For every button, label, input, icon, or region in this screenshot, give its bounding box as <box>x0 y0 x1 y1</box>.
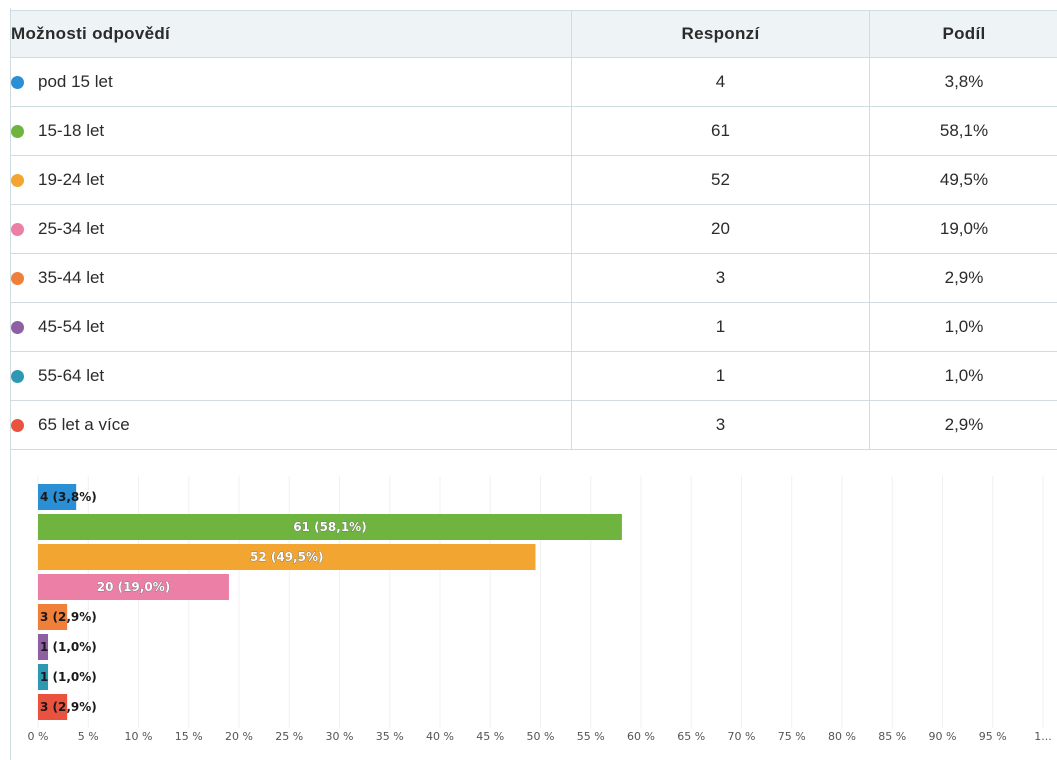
bar-data-label: 3 (2,9%) <box>40 700 97 714</box>
bar-pod-15-let <box>38 484 77 510</box>
x-tick-label: 40 % <box>426 730 454 743</box>
option-label: 15-18 let <box>38 121 105 140</box>
bar-data-label: 52 (49,5%) <box>250 550 323 564</box>
bar-chart: 4 (3,8%) 61 (58,1%) 52 (49,5%) 20 (19,0%) 3 … <box>0 458 1057 760</box>
x-tick-label: 15 % <box>175 730 203 743</box>
option-label: 25-34 let <box>38 219 105 238</box>
color-dot-icon <box>11 173 24 187</box>
bar-chart-svg: 4 (3,8%) 61 (58,1%) 52 (49,5%) 20 (19,0%) 3 … <box>28 476 1052 743</box>
x-tick-label: 70 % <box>728 730 756 743</box>
share-cell: 3,8% <box>869 57 1057 107</box>
count-cell: 3 <box>571 400 870 450</box>
option-cell: 15-18 let <box>10 106 572 156</box>
share-cell: 19,0% <box>869 204 1057 254</box>
results-table: Možnosti odpovědí Responzí Podíl pod 15 … <box>10 10 1057 450</box>
color-dot-icon <box>11 75 24 89</box>
count-cell: 3 <box>571 253 870 303</box>
table-row: 15-18 let 61 58,1% <box>10 106 1057 156</box>
bar-data-label: 1 (1,0%) <box>40 640 97 654</box>
header-count: Responzí <box>571 10 870 58</box>
table-header-row: Možnosti odpovědí Responzí Podíl <box>10 10 1057 58</box>
bar-35-44-let <box>38 604 68 630</box>
x-tick-label: 45 % <box>476 730 504 743</box>
bar-45-54-let <box>38 634 49 660</box>
color-dot-icon <box>11 418 24 432</box>
bar-65-let-a-více <box>38 694 68 720</box>
bar-data-label: 61 (58,1%) <box>293 520 366 534</box>
bar-data-label: 1 (1,0%) <box>40 670 97 684</box>
x-tick-label: 25 % <box>275 730 303 743</box>
table-row: pod 15 let 4 3,8% <box>10 57 1057 107</box>
count-cell: 1 <box>571 351 870 401</box>
color-dot-icon <box>11 369 24 383</box>
count-cell: 52 <box>571 155 870 205</box>
option-label: 65 let a více <box>38 415 130 434</box>
color-dot-icon <box>11 271 24 285</box>
color-dot-icon <box>11 320 24 334</box>
count-cell: 61 <box>571 106 870 156</box>
color-dot-icon <box>11 124 24 138</box>
share-cell: 58,1% <box>869 106 1057 156</box>
x-tick-label: 65 % <box>677 730 705 743</box>
share-cell: 2,9% <box>869 253 1057 303</box>
count-cell: 20 <box>571 204 870 254</box>
x-tick-label: 60 % <box>627 730 655 743</box>
bar-15-18-let <box>38 514 622 540</box>
x-tick-label: 20 % <box>225 730 253 743</box>
x-tick-label: 90 % <box>929 730 957 743</box>
option-label: 35-44 let <box>38 268 105 287</box>
option-cell: 19-24 let <box>10 155 572 205</box>
count-cell: 4 <box>571 57 870 107</box>
share-cell: 2,9% <box>869 400 1057 450</box>
bar-data-label: 20 (19,0%) <box>97 580 170 594</box>
x-tick-label: 1... <box>1034 730 1052 743</box>
option-cell: 25-34 let <box>10 204 572 254</box>
table-row: 35-44 let 3 2,9% <box>10 253 1057 303</box>
table-row: 65 let a více 3 2,9% <box>10 400 1057 450</box>
bar-19-24-let <box>38 544 536 570</box>
bar-25-34-let <box>38 574 229 600</box>
option-cell: 45-54 let <box>10 302 572 352</box>
table-row: 45-54 let 1 1,0% <box>10 302 1057 352</box>
option-label: 19-24 let <box>38 170 105 189</box>
header-share: Podíl <box>869 10 1057 58</box>
x-tick-label: 35 % <box>376 730 404 743</box>
option-label: pod 15 let <box>38 72 113 91</box>
x-tick-label: 95 % <box>979 730 1007 743</box>
option-cell: 55-64 let <box>10 351 572 401</box>
share-cell: 1,0% <box>869 351 1057 401</box>
x-tick-label: 55 % <box>577 730 605 743</box>
bar-55-64-let <box>38 664 49 690</box>
x-tick-label: 10 % <box>125 730 153 743</box>
bar-data-label: 4 (3,8%) <box>40 490 97 504</box>
count-cell: 1 <box>571 302 870 352</box>
bar-data-label: 3 (2,9%) <box>40 610 97 624</box>
x-tick-label: 0 % <box>28 730 49 743</box>
option-cell: 65 let a více <box>10 400 572 450</box>
option-cell: pod 15 let <box>10 57 572 107</box>
x-tick-label: 85 % <box>878 730 906 743</box>
x-tick-label: 75 % <box>778 730 806 743</box>
share-cell: 1,0% <box>869 302 1057 352</box>
color-dot-icon <box>11 222 24 236</box>
option-cell: 35-44 let <box>10 253 572 303</box>
x-tick-label: 30 % <box>326 730 354 743</box>
table-row: 25-34 let 20 19,0% <box>10 204 1057 254</box>
table-body: pod 15 let 4 3,8% 15-18 let 61 58,1% 19-24 let… <box>10 57 1057 450</box>
table-row: 19-24 let 52 49,5% <box>10 155 1057 205</box>
x-tick-label: 50 % <box>527 730 555 743</box>
share-cell: 49,5% <box>869 155 1057 205</box>
option-label: 55-64 let <box>38 366 105 385</box>
option-label: 45-54 let <box>38 317 105 336</box>
x-tick-label: 5 % <box>78 730 99 743</box>
x-tick-label: 80 % <box>828 730 856 743</box>
header-option: Možnosti odpovědí <box>10 10 572 58</box>
table-row: 55-64 let 1 1,0% <box>10 351 1057 401</box>
